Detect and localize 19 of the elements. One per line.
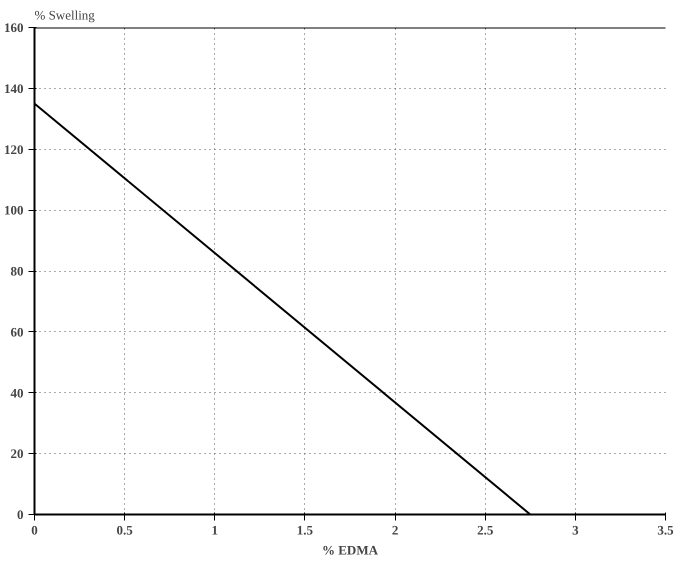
y-tick-label: 140 [4, 80, 24, 96]
y-tick-label: 120 [4, 142, 24, 157]
y-tick-label: 0 [17, 507, 24, 522]
y-tick-label: 80 [10, 264, 24, 278]
y-tick-label: 160 [4, 20, 24, 35]
x-tick-label: 0.5 [116, 522, 134, 538]
y-tick-label: 60 [10, 324, 24, 340]
y-tick-label: 40 [10, 385, 24, 400]
x-tick-label: 1.5 [296, 522, 314, 538]
x-tick-label: 2.5 [477, 522, 494, 538]
x-tick-label: 3.5 [657, 522, 674, 538]
y-axis-title: % Swelling [34, 8, 96, 22]
y-tick-label: 100 [4, 202, 24, 218]
x-axis-title: % EDMA [322, 542, 379, 558]
x-tick-label: 3 [572, 522, 580, 538]
x-tick-label: 1 [212, 522, 218, 538]
x-tick-label: 2 [392, 522, 398, 538]
y-tick-label: 20 [10, 446, 24, 462]
x-tick-label: 0 [31, 522, 38, 538]
